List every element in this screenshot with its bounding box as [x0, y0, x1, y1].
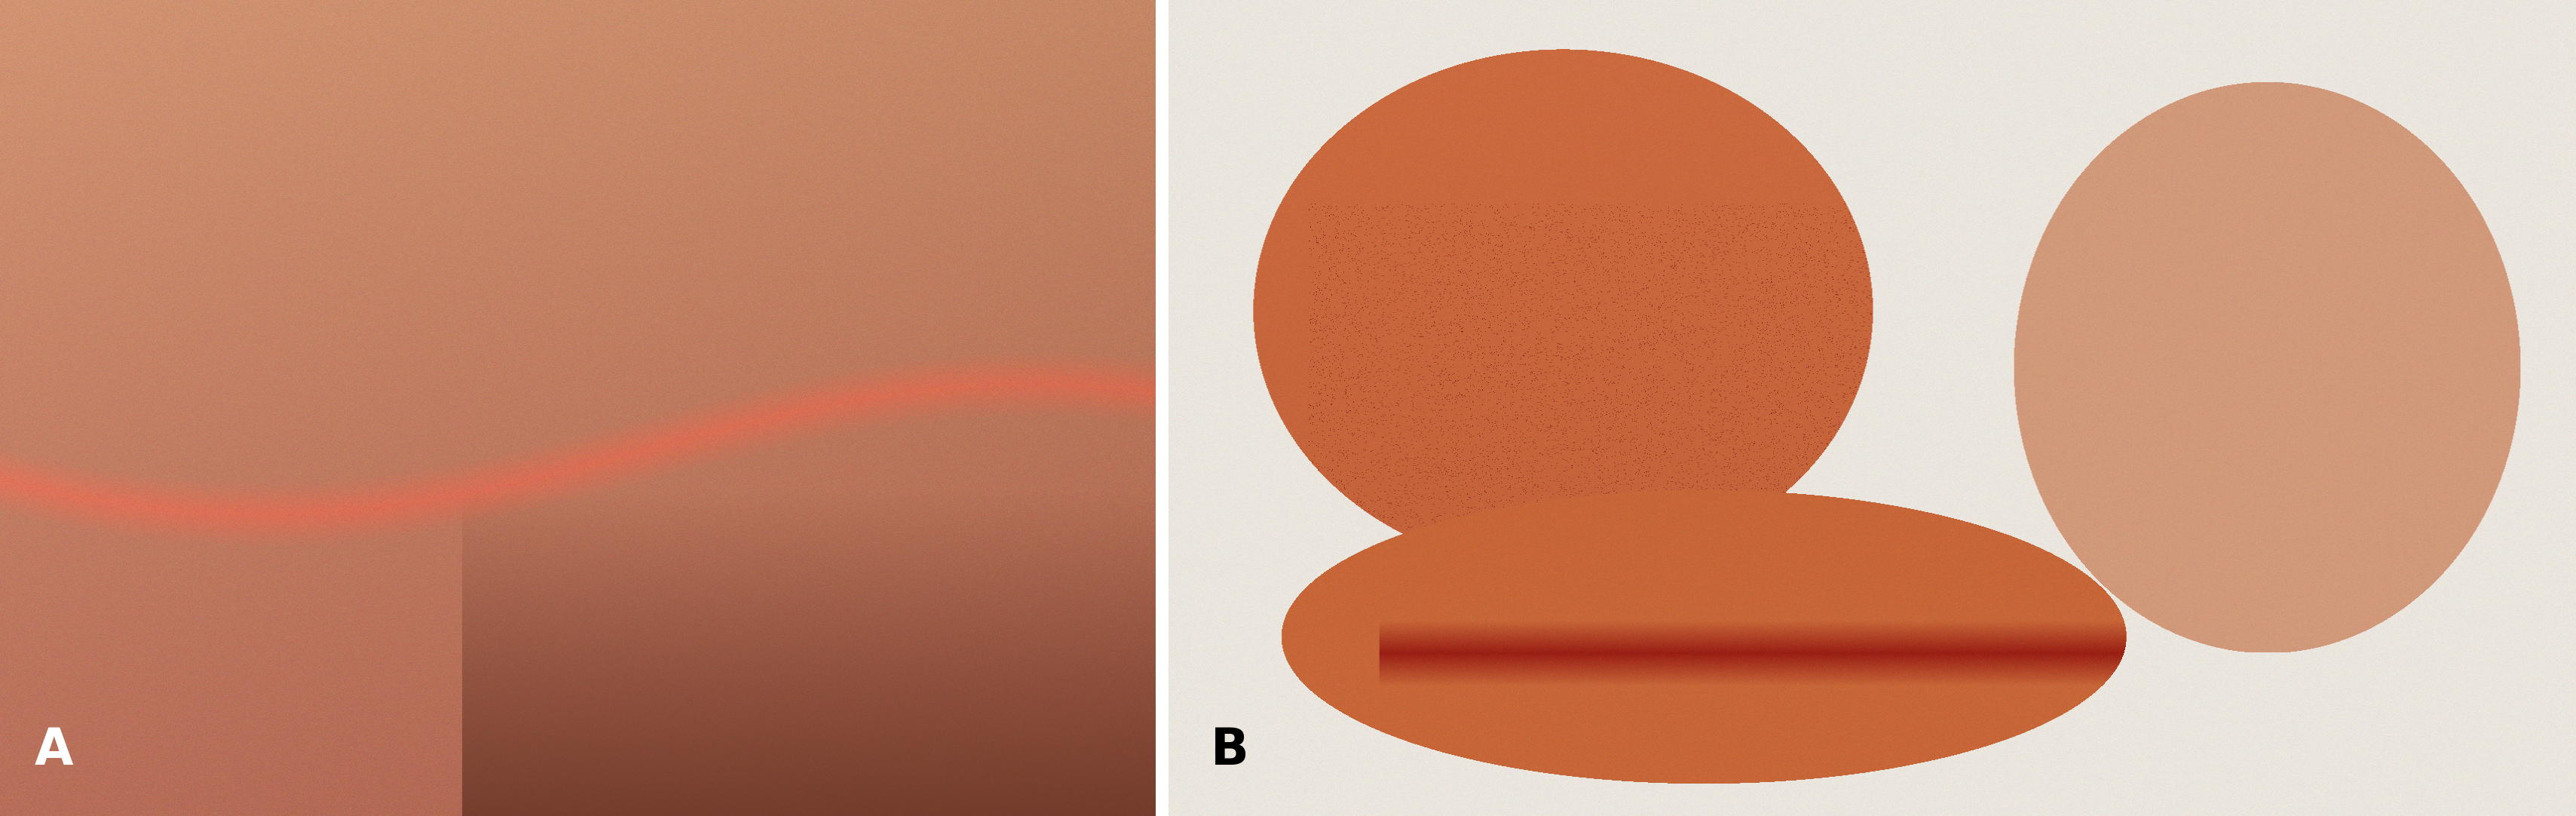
Text: B: B — [1211, 725, 1249, 775]
Text: A: A — [33, 725, 75, 775]
